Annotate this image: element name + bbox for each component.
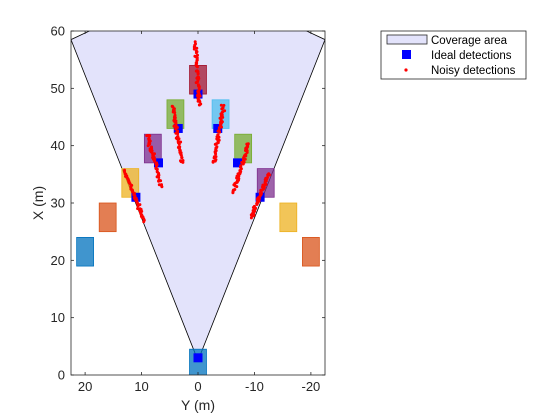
noisy-detection-point bbox=[146, 144, 150, 148]
noisy-detection-point bbox=[130, 183, 134, 187]
legend-noisy-label: Noisy detections bbox=[431, 65, 516, 77]
ideal-detection-marker bbox=[153, 158, 163, 168]
noisy-detection-point bbox=[171, 105, 175, 109]
ideal-detection-marker bbox=[213, 123, 223, 133]
noisy-detection-point bbox=[244, 154, 248, 158]
noisy-detection-point bbox=[197, 103, 201, 107]
noisy-detection-point bbox=[180, 156, 184, 160]
noisy-detection-point bbox=[221, 115, 225, 119]
coverage-area bbox=[71, 31, 325, 362]
ideal-detection-marker bbox=[193, 353, 203, 363]
noisy-detection-point bbox=[192, 47, 196, 51]
noisy-detection-point bbox=[249, 216, 253, 220]
noisy-detection-point bbox=[218, 130, 222, 134]
noisy-detection-point bbox=[267, 172, 271, 176]
noisy-detection-point bbox=[148, 134, 152, 138]
y-tick-label: 10 bbox=[51, 310, 65, 325]
y-axis-label: X (m) bbox=[30, 186, 46, 220]
noisy-detection-point bbox=[136, 204, 140, 208]
noisy-detection-point bbox=[196, 90, 200, 94]
noisy-detection-point bbox=[211, 159, 215, 163]
legend-noisy-swatch bbox=[404, 68, 408, 72]
noisy-detection-point bbox=[155, 167, 159, 171]
noisy-detection-point bbox=[136, 201, 139, 205]
noisy-detection-point bbox=[235, 185, 239, 189]
noisy-detection-point bbox=[219, 103, 223, 107]
noisy-detection-point bbox=[156, 175, 160, 179]
object-marker bbox=[302, 236, 320, 267]
noisy-detection-point bbox=[173, 113, 177, 117]
noisy-detection-point bbox=[195, 46, 199, 50]
x-ticks: 20 10 0 -10 -20 bbox=[78, 31, 320, 394]
noisy-detection-point bbox=[196, 65, 199, 69]
noisy-detection-point bbox=[244, 149, 247, 152]
x-tick-label: 0 bbox=[194, 379, 201, 394]
noisy-detection-point bbox=[222, 103, 226, 107]
legend-coverage-label: Coverage area bbox=[431, 35, 508, 47]
noisy-detection-point bbox=[255, 203, 259, 206]
noisy-detection-point bbox=[241, 162, 245, 166]
x-tick-label: -20 bbox=[301, 379, 320, 394]
legend-coverage-swatch bbox=[386, 34, 428, 45]
noisy-detection-point bbox=[157, 179, 161, 183]
legend-ideal-label: Ideal detections bbox=[431, 50, 512, 62]
noisy-detection-point bbox=[213, 142, 217, 146]
y-tick-label: 20 bbox=[51, 253, 65, 268]
noisy-detection-point bbox=[141, 215, 145, 219]
noisy-detection-point bbox=[194, 51, 198, 55]
noisy-detection-point bbox=[198, 100, 202, 104]
x-axis-label: Y (m) bbox=[181, 397, 215, 413]
noisy-detection-point bbox=[177, 142, 181, 146]
noisy-detection-point bbox=[195, 69, 199, 73]
noisy-detections-layer bbox=[123, 40, 271, 224]
y-ticks: 0 10 20 30 40 50 60 bbox=[51, 24, 325, 383]
x-tick-label: 10 bbox=[134, 379, 148, 394]
noisy-detection-point bbox=[249, 213, 253, 217]
object-marker bbox=[279, 202, 298, 233]
noisy-detection-point bbox=[171, 110, 175, 114]
noisy-detection-point bbox=[142, 220, 146, 224]
noisy-detection-point bbox=[175, 126, 179, 129]
noisy-detection-point bbox=[220, 107, 224, 111]
noisy-detection-point bbox=[194, 81, 198, 85]
x-tick-label: 20 bbox=[78, 379, 92, 394]
noisy-detection-point bbox=[155, 164, 159, 168]
legend: Coverage area Ideal detections Noisy det… bbox=[380, 30, 527, 80]
noisy-detection-point bbox=[139, 212, 143, 216]
coverage-area-layer bbox=[71, 31, 325, 362]
noisy-detection-point bbox=[179, 160, 183, 164]
object-marker bbox=[98, 202, 117, 233]
noisy-detection-point bbox=[153, 159, 157, 163]
x-tick-label: -10 bbox=[245, 379, 264, 394]
y-tick-label: 40 bbox=[51, 138, 65, 153]
noisy-detection-point bbox=[160, 185, 164, 189]
y-tick-label: 60 bbox=[51, 24, 65, 39]
y-tick-label: 50 bbox=[51, 81, 65, 96]
plot-area bbox=[71, 31, 325, 375]
y-tick-label: 0 bbox=[58, 368, 65, 383]
noisy-detection-point bbox=[232, 183, 236, 187]
ideal-detection-marker bbox=[233, 158, 243, 168]
noisy-detection-point bbox=[174, 131, 178, 135]
legend-ideal-swatch bbox=[402, 50, 411, 59]
y-tick-label: 30 bbox=[51, 196, 65, 211]
noisy-detection-point bbox=[196, 72, 200, 76]
noisy-detection-point bbox=[213, 151, 217, 155]
noisy-detection-point bbox=[231, 190, 235, 194]
object-marker bbox=[76, 236, 94, 267]
